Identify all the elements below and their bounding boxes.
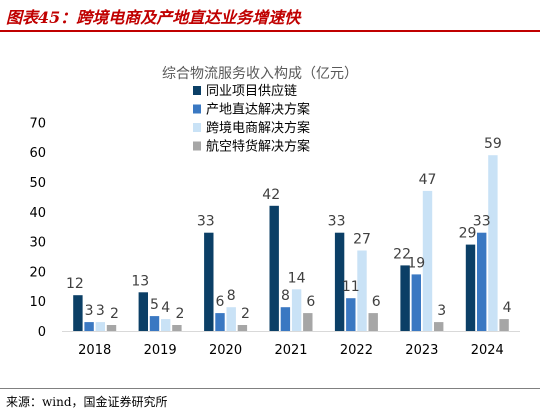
data-label-s2-2024: 33 bbox=[473, 214, 491, 230]
data-label-s4-2023: 3 bbox=[437, 303, 446, 319]
bar-s4-2022 bbox=[368, 313, 378, 331]
bar-s2-2024 bbox=[477, 232, 487, 331]
data-label-s2-2022: 11 bbox=[342, 279, 360, 295]
y-axis: 0 10 20 30 40 50 60 70 bbox=[29, 116, 46, 340]
bar-s4-2021 bbox=[303, 313, 313, 331]
data-label-s3-2022: 27 bbox=[353, 232, 371, 248]
bar-s4-2024 bbox=[499, 319, 509, 331]
data-label-s1-2018: 12 bbox=[66, 276, 84, 292]
title-divider bbox=[0, 30, 540, 32]
bar-s1-2024 bbox=[465, 244, 476, 331]
legend-swatch-4 bbox=[193, 141, 201, 151]
y-tick-60: 60 bbox=[29, 146, 46, 161]
bar-s1-2020 bbox=[204, 232, 214, 331]
bar-s1-2021 bbox=[269, 205, 279, 331]
bar-s1-2019 bbox=[138, 292, 148, 331]
bar-s2-2019 bbox=[149, 316, 160, 331]
data-label-s2-2023: 19 bbox=[407, 255, 425, 271]
data-label-s3-2021: 14 bbox=[288, 270, 306, 286]
y-tick-50: 50 bbox=[29, 176, 46, 191]
bar-s3-2020 bbox=[226, 307, 236, 331]
bar-s3-2023 bbox=[422, 190, 433, 331]
bar-s3-2024 bbox=[488, 155, 498, 331]
chart-title: 综合物流服务收入构成（亿元） bbox=[162, 66, 358, 82]
bar-s3-2022 bbox=[357, 250, 367, 331]
data-label-s1-2023: 22 bbox=[393, 246, 411, 262]
data-label-s3-2024: 59 bbox=[484, 136, 502, 152]
x-tick-2020: 2020 bbox=[209, 343, 242, 358]
bar-s2-2023 bbox=[411, 274, 421, 331]
x-tick-2018: 2018 bbox=[78, 343, 111, 358]
data-label-s3-2018: 3 bbox=[96, 303, 105, 319]
bar-s3-2018 bbox=[95, 322, 105, 331]
data-label-s1-2024: 29 bbox=[459, 226, 477, 242]
x-tick-2022: 2022 bbox=[340, 343, 373, 358]
data-label-s4-2024: 4 bbox=[503, 300, 512, 316]
y-tick-20: 20 bbox=[29, 265, 46, 280]
data-label-s2-2018: 3 bbox=[85, 303, 94, 319]
legend-swatch-3 bbox=[193, 123, 201, 132]
legend-label-3: 跨境电商解决方案 bbox=[206, 120, 310, 136]
data-label-s1-2020: 33 bbox=[197, 214, 215, 230]
bar-s4-2020 bbox=[237, 325, 248, 331]
data-label-s2-2021: 8 bbox=[281, 288, 290, 304]
bar-s2-2018 bbox=[84, 322, 94, 331]
bars bbox=[73, 155, 509, 331]
bar-s1-2018 bbox=[73, 295, 83, 331]
data-label-s4-2020: 2 bbox=[241, 306, 250, 322]
bar-s2-2020 bbox=[215, 313, 225, 331]
x-tick-2023: 2023 bbox=[405, 343, 438, 358]
y-tick-40: 40 bbox=[29, 206, 46, 221]
data-label-s2-2019: 5 bbox=[150, 297, 159, 313]
data-label-s4-2021: 6 bbox=[306, 294, 315, 310]
source-note: 来源：wind，国金证券研究所 bbox=[6, 395, 168, 409]
data-label-s4-2019: 2 bbox=[175, 306, 184, 322]
y-tick-10: 10 bbox=[29, 295, 46, 310]
y-tick-0: 0 bbox=[38, 325, 46, 340]
bar-s3-2021 bbox=[291, 289, 302, 331]
legend-swatch-2 bbox=[193, 104, 201, 114]
bar-s2-2021 bbox=[280, 307, 291, 331]
y-tick-30: 30 bbox=[29, 236, 46, 251]
data-label-s1-2021: 42 bbox=[262, 187, 280, 203]
bar-s2-2022 bbox=[346, 298, 356, 331]
legend-swatch-1 bbox=[193, 86, 201, 95]
legend-label-4: 航空特货解决方案 bbox=[206, 139, 310, 155]
x-tick-2024: 2024 bbox=[471, 343, 504, 358]
figure-title: 图表45：跨境电商及产地直达业务增速快 bbox=[6, 8, 301, 27]
x-tick-2021: 2021 bbox=[274, 343, 307, 358]
y-tick-70: 70 bbox=[29, 116, 46, 131]
bar-s3-2019 bbox=[161, 319, 171, 331]
source-divider bbox=[0, 388, 540, 389]
legend-label-1: 同业项目供应链 bbox=[206, 83, 297, 99]
data-label-s3-2019: 4 bbox=[161, 300, 170, 316]
bar-s1-2022 bbox=[334, 232, 345, 331]
legend-label-2: 产地直达解决方案 bbox=[206, 102, 310, 118]
x-axis: 2018 2019 2020 2021 2022 2023 2024 bbox=[62, 331, 520, 358]
data-label-s4-2022: 6 bbox=[372, 294, 381, 310]
bar-s4-2018 bbox=[106, 325, 117, 331]
bar-s4-2019 bbox=[172, 325, 182, 331]
data-label-s1-2019: 13 bbox=[131, 273, 149, 289]
data-label-s1-2022: 33 bbox=[328, 214, 346, 230]
data-label-s2-2020: 6 bbox=[216, 294, 225, 310]
data-label-s3-2020: 8 bbox=[227, 288, 236, 304]
x-tick-2019: 2019 bbox=[144, 343, 177, 358]
bar-s1-2023 bbox=[400, 265, 410, 331]
data-label-s3-2023: 47 bbox=[419, 172, 437, 188]
bar-s4-2023 bbox=[434, 322, 444, 331]
data-label-s4-2018: 2 bbox=[110, 306, 119, 322]
